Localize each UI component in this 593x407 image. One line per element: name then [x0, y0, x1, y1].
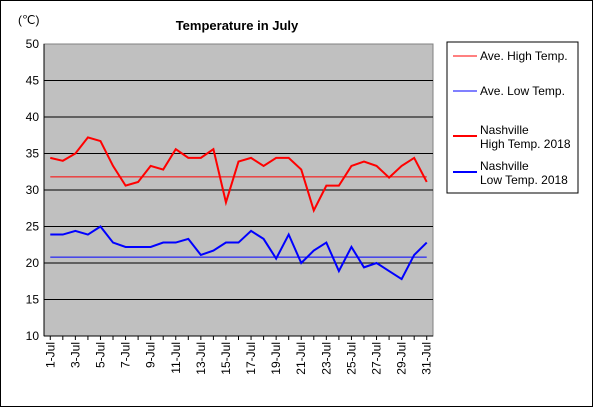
y-tick-label: 45 — [26, 74, 40, 88]
series-line-2 — [50, 136, 428, 214]
x-tick-label: 7-Jul — [119, 342, 133, 368]
legend-label: Ave. High Temp. — [480, 49, 568, 63]
x-tick-label: 15-Jul — [219, 342, 233, 375]
series-lines — [50, 136, 428, 281]
x-tick-label: 13-Jul — [194, 342, 208, 375]
x-tick-label: 27-Jul — [370, 342, 384, 375]
y-tick-label: 35 — [26, 147, 40, 161]
y-tick-label: 30 — [26, 183, 40, 197]
y-tick-label: 40 — [26, 110, 40, 124]
series-line-3 — [50, 225, 428, 281]
x-tick-label: 21-Jul — [294, 342, 308, 375]
chart-title: Temperature in July — [176, 18, 299, 33]
y-tick-label: 10 — [26, 329, 40, 343]
legend: Ave. High Temp. Ave. Low Temp. Nashville Hi… — [446, 41, 579, 194]
legend-label: Nashville Low Temp. 2018 — [480, 159, 568, 187]
x-tick-label: 17-Jul — [244, 342, 258, 375]
y-tick-label: 25 — [26, 220, 40, 234]
legend-box — [446, 41, 579, 194]
x-tick-label: 29-Jul — [395, 342, 409, 375]
x-tick-label: 25-Jul — [344, 342, 358, 375]
x-tick-label: 11-Jul — [169, 342, 183, 374]
x-tick-label: 3-Jul — [68, 342, 82, 368]
gridlines — [44, 80, 433, 300]
x-tick-label: 19-Jul — [269, 342, 283, 375]
y-tick-label: 20 — [26, 256, 40, 270]
x-tick-label: 23-Jul — [319, 342, 333, 375]
x-tick-label: 9-Jul — [144, 342, 158, 368]
x-tick-label: 1-Jul — [43, 342, 57, 368]
legend-label: Ave. Low Temp. — [480, 84, 565, 98]
y-tick-label: 50 — [26, 37, 40, 51]
y-tick-label: 15 — [26, 293, 40, 307]
x-tick-label: 31-Jul — [420, 342, 434, 375]
axes: 10 15 20 25 30 35 40 45 50 1-Jul 3-Jul 5-Jul 7-Jul 9-… — [26, 37, 434, 375]
legend-label: Nashville High Temp. 2018 — [480, 123, 571, 151]
x-tick-label: 5-Jul — [93, 342, 107, 368]
y-axis-unit-label: (℃) — [18, 13, 39, 27]
